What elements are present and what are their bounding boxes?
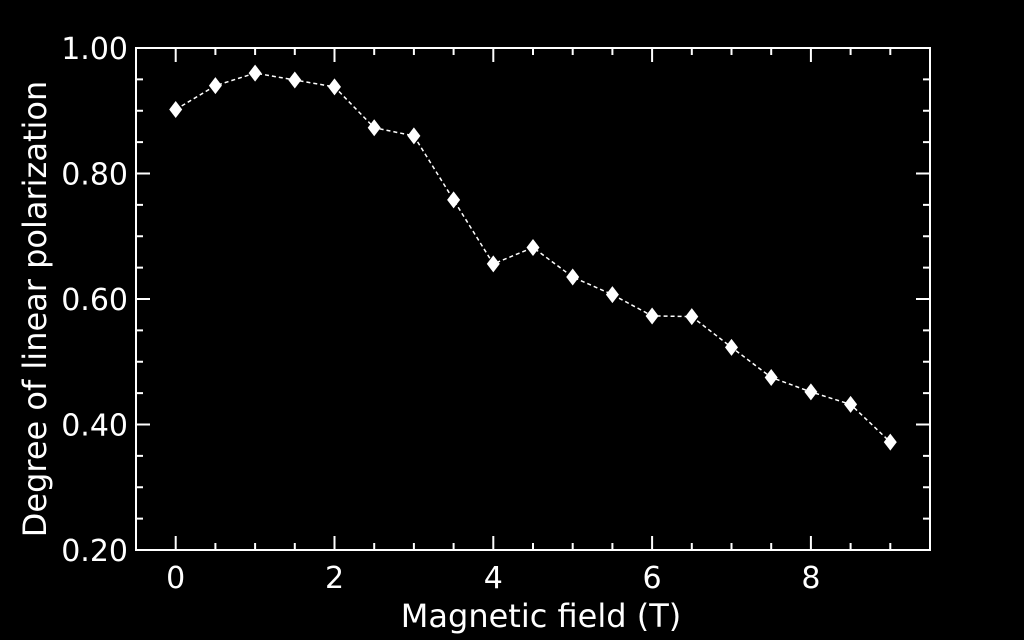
y-tick-label: 0.20 — [61, 534, 128, 569]
data-point-marker — [208, 77, 222, 95]
x-tick-label: 2 — [325, 561, 344, 596]
y-axis-label: Degree of linear polarization — [16, 81, 54, 537]
data-point-marker — [526, 239, 540, 257]
x-tick-label: 0 — [166, 561, 185, 596]
axes: 0 2 4 6 8 0.20 0.40 0.60 0.80 1.00 — [61, 32, 931, 596]
y-tick-label: 0.80 — [61, 158, 128, 193]
data-point-marker — [447, 191, 461, 209]
data-point-marker — [844, 395, 858, 413]
data-point-marker — [169, 100, 183, 118]
y-tick-label: 0.40 — [61, 409, 128, 444]
data-point-marker — [685, 308, 699, 326]
x-tick-label: 4 — [484, 561, 503, 596]
data-point-marker — [328, 78, 341, 96]
data-point-marker — [288, 71, 302, 89]
y-tick-label: 0.60 — [61, 283, 128, 318]
data-point-marker — [764, 368, 778, 386]
data-point-marker — [486, 255, 500, 273]
x-axis-label: Magnetic field (T) — [401, 597, 681, 635]
x-tick-label: 8 — [801, 561, 820, 596]
data-point-marker — [883, 433, 897, 451]
series-layer — [169, 64, 897, 451]
data-point-marker — [605, 286, 619, 304]
y-tick-label: 1.00 — [61, 32, 128, 67]
data-point-marker — [407, 127, 421, 145]
data-point-marker — [367, 119, 381, 137]
data-point-marker — [645, 307, 659, 325]
x-tick-label: 6 — [643, 561, 662, 596]
data-point-marker — [804, 383, 818, 401]
data-point-marker — [566, 268, 580, 286]
data-point-marker — [725, 338, 738, 356]
data-point-marker — [248, 64, 262, 82]
